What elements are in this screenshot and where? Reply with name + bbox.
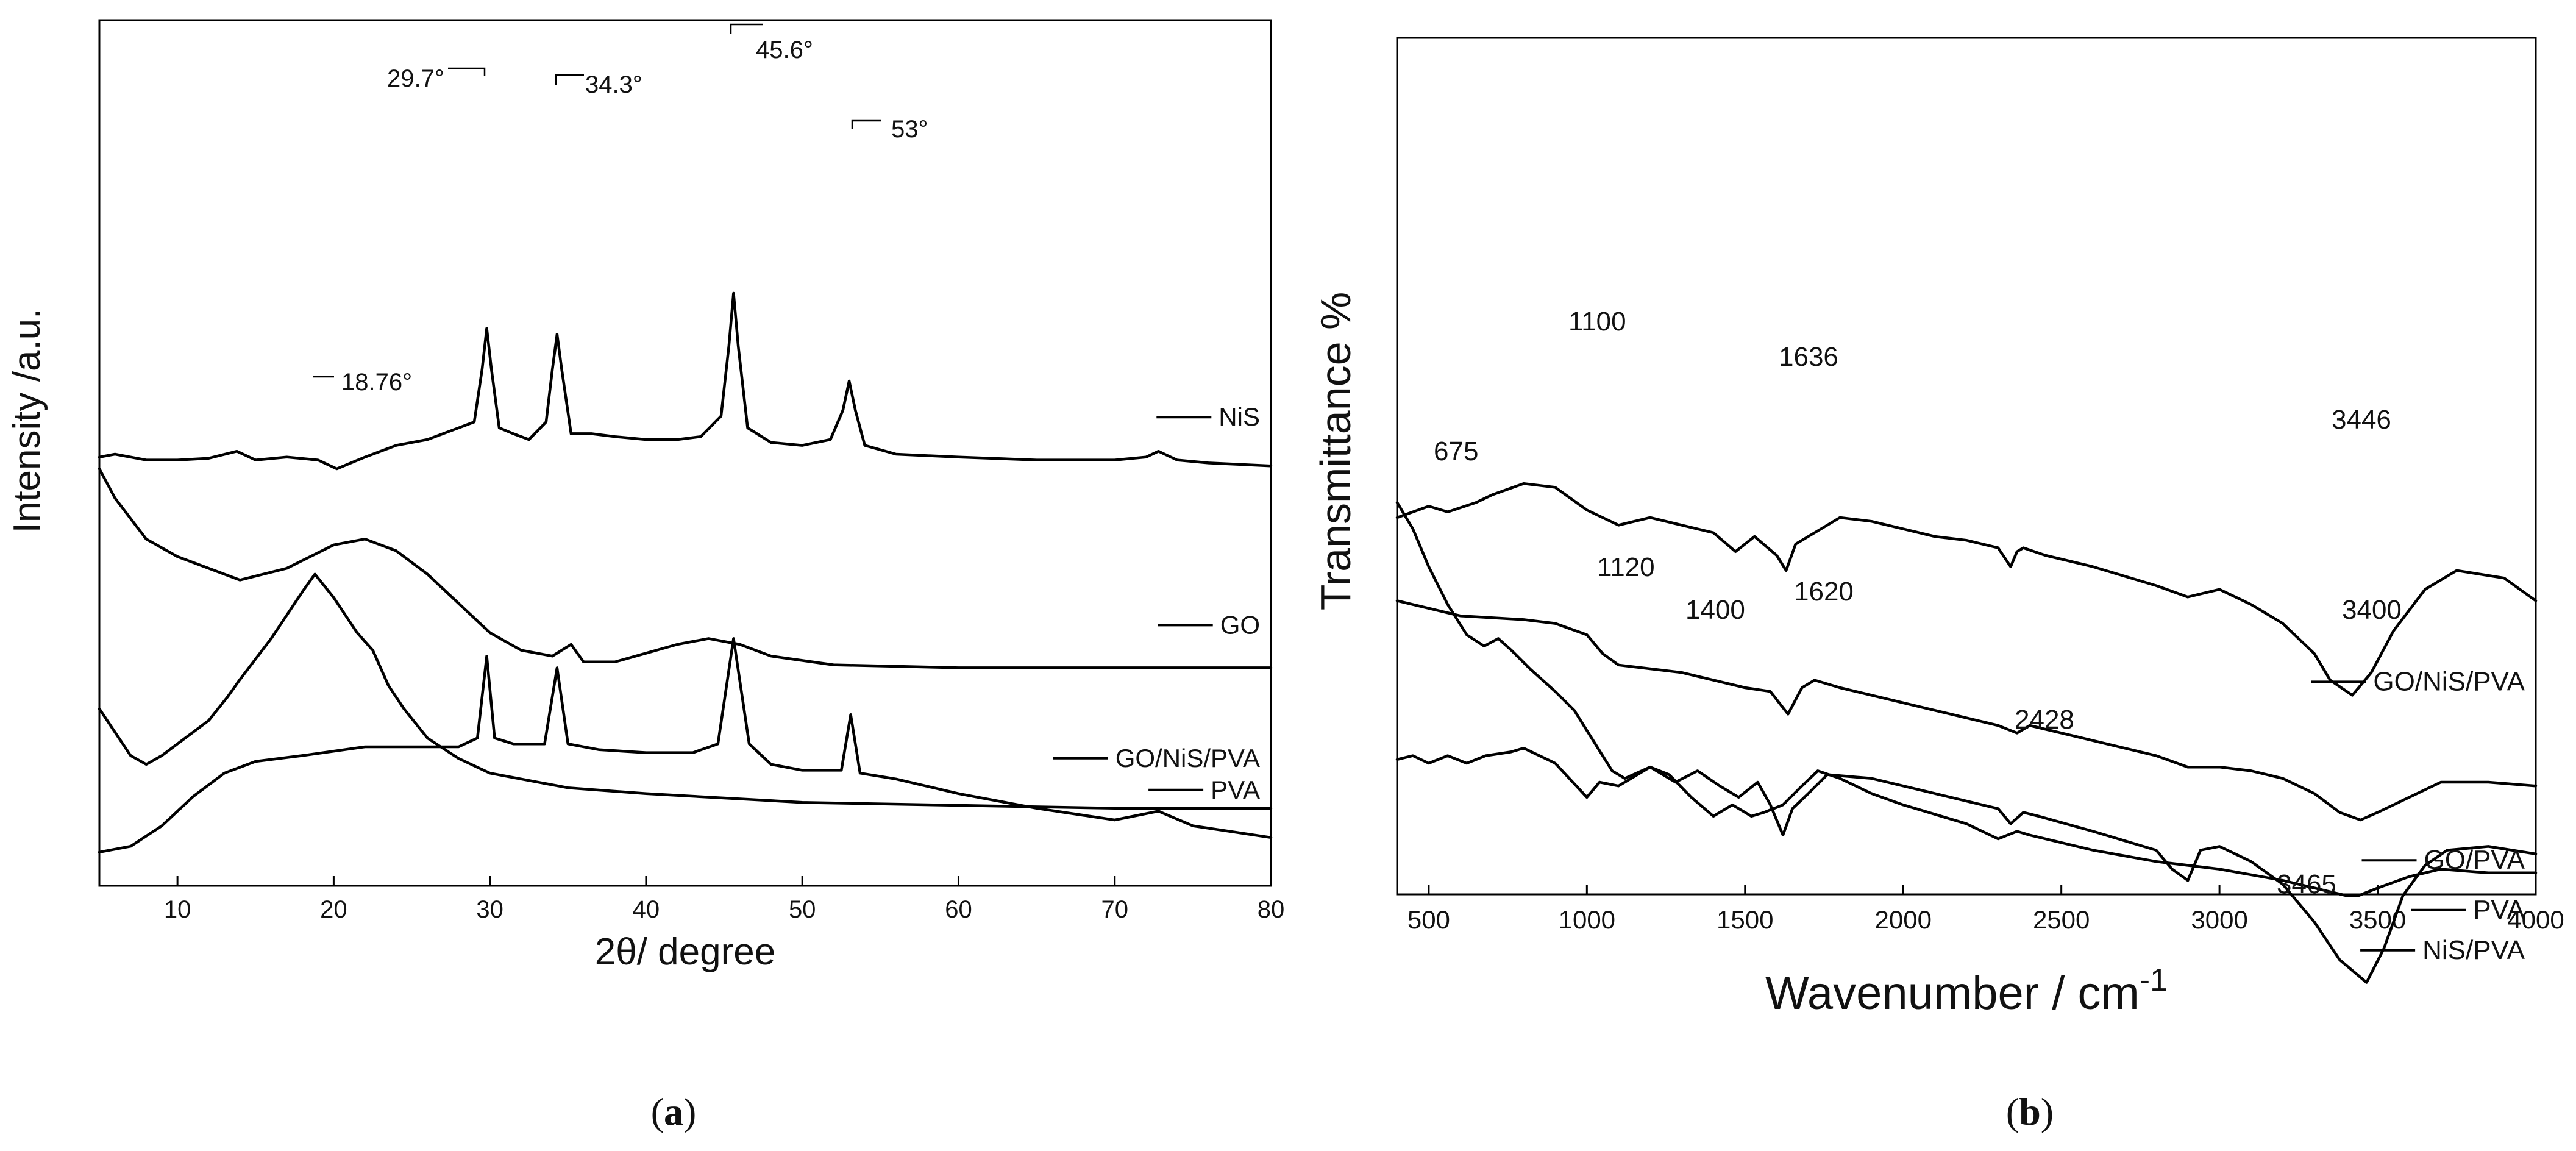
x-tick-label-2500: 2500 bbox=[2033, 905, 2090, 934]
band-label-1620: 1620 bbox=[1794, 577, 1854, 607]
band-label-1400: 1400 bbox=[1685, 595, 1745, 625]
x-tick-label-10: 10 bbox=[164, 896, 191, 923]
panel-b-caption-open: ( bbox=[2006, 1090, 2019, 1133]
x-tick-label-3000: 3000 bbox=[2191, 905, 2247, 934]
panel-b-y-axis-label: Transmittance % bbox=[1312, 292, 1359, 611]
series-line-go-nis-pva bbox=[98, 637, 1273, 854]
series-line-go-pva bbox=[1395, 599, 2538, 822]
x-tick-label-4000: 4000 bbox=[2507, 905, 2564, 934]
band-label-3465: 3465 bbox=[2277, 869, 2336, 899]
panel-b-band-annotations: 1100 1636 3446 675 1120 1400 1620 3400 2… bbox=[1434, 307, 2402, 899]
peak-leader-29-7 bbox=[448, 67, 486, 76]
x-tick-label-2000: 2000 bbox=[1875, 905, 1932, 934]
legend-label-nis-pva: NiS/PVA bbox=[2422, 935, 2525, 965]
peak-leader-34-3 bbox=[555, 74, 584, 85]
panel-a-caption-open: ( bbox=[651, 1090, 664, 1133]
legend-label-go-nis-pva: GO/NiS/PVA bbox=[2373, 666, 2525, 696]
band-label-1120: 1120 bbox=[1597, 552, 1655, 582]
band-label-1100: 1100 bbox=[1568, 307, 1626, 337]
panel-a-x-axis-label: 2θ/ degree bbox=[595, 931, 775, 973]
legend-label-nis: NiS bbox=[1219, 402, 1260, 431]
panel-a-plot-frame bbox=[98, 19, 1272, 887]
x-tick-label-1500: 1500 bbox=[1717, 905, 1773, 934]
peak-label-18-76: 18.76° bbox=[341, 369, 412, 396]
panel-b-x-axis-label-superscript: -1 bbox=[2140, 963, 2168, 998]
band-label-1636: 1636 bbox=[1779, 342, 1838, 372]
panel-a-peak-annotations: 29.7° 34.3° 45.6° 53° 18.76° bbox=[313, 23, 928, 396]
x-tick-label-50: 50 bbox=[789, 896, 816, 923]
x-tick-label-500: 500 bbox=[1407, 905, 1450, 934]
panel-b-traces bbox=[1395, 482, 2538, 984]
peak-label-45-6: 45.6° bbox=[756, 37, 813, 63]
x-tick-label-70: 70 bbox=[1101, 896, 1128, 923]
peak-label-29-7: 29.7° bbox=[387, 65, 444, 92]
series-line-pva bbox=[98, 572, 1273, 810]
band-label-3446: 3446 bbox=[2332, 405, 2391, 435]
x-tick-label-30: 30 bbox=[476, 896, 503, 923]
legend-label-go-nis-pva: GO/NiS/PVA bbox=[1115, 744, 1260, 772]
series-line-nis bbox=[98, 291, 1273, 471]
x-tick-label-60: 60 bbox=[945, 896, 972, 923]
series-line-nis-pva bbox=[1395, 501, 2538, 897]
x-tick-label-40: 40 bbox=[633, 896, 660, 923]
panel-b-caption-close: ) bbox=[2041, 1090, 2054, 1133]
peak-label-34-3: 34.3° bbox=[585, 71, 642, 98]
band-label-675: 675 bbox=[1434, 437, 1478, 466]
panel-b-caption-letter: b bbox=[2019, 1090, 2041, 1133]
legend-label-go: GO bbox=[1220, 610, 1260, 639]
band-label-3400: 3400 bbox=[2342, 595, 2402, 625]
peak-leader-45-6 bbox=[730, 23, 763, 34]
panel-a-xrd-chart: 10 20 30 40 50 60 70 80 NiS GO PVA GO/NiS/PVA 29.7… bbox=[6, 19, 1284, 973]
peak-label-53: 53° bbox=[891, 116, 928, 143]
legend-label-pva: PVA bbox=[2473, 895, 2525, 925]
panel-a-caption: (a) bbox=[651, 1090, 697, 1133]
panel-b-caption: (b) bbox=[2006, 1090, 2054, 1133]
x-tick-label-20: 20 bbox=[320, 896, 347, 923]
panel-b-x-ticks: 500 1000 1500 2000 2500 3000 3500 4000 bbox=[1407, 885, 2564, 934]
x-tick-label-80: 80 bbox=[1258, 896, 1285, 923]
panel-a-x-ticks: 10 20 30 40 50 60 70 80 bbox=[164, 876, 1284, 923]
panel-b-ftir-chart: 500 1000 1500 2000 2500 3000 3500 4000 GO/NiS/P… bbox=[1312, 37, 2564, 1019]
band-label-2428: 2428 bbox=[2015, 705, 2074, 735]
panel-a-caption-close: ) bbox=[683, 1090, 696, 1133]
panel-a-traces bbox=[98, 291, 1273, 854]
peak-leader-53 bbox=[851, 119, 881, 129]
legend-label-pva: PVA bbox=[1211, 775, 1260, 804]
panel-b-legend: GO/NiS/PVA GO/PVA NiS/PVA PVA bbox=[2311, 666, 2525, 965]
panel-a-y-axis-label: Intensity /a.u. bbox=[6, 308, 48, 533]
panel-a-caption-letter: a bbox=[664, 1090, 683, 1133]
x-tick-label-1000: 1000 bbox=[1559, 905, 1615, 934]
panel-b-plot-frame bbox=[1396, 37, 2537, 896]
legend-label-go-pva: GO/PVA bbox=[2424, 845, 2525, 875]
panel-b-x-axis-label-main: Wavenumber / cm bbox=[1765, 967, 2140, 1019]
series-line-go-nis-pva bbox=[1395, 482, 2538, 697]
panel-b-x-axis-label: Wavenumber / cm-1 bbox=[1765, 963, 2168, 1019]
series-line-go bbox=[98, 467, 1273, 669]
panel-a-legend: NiS GO PVA GO/NiS/PVA bbox=[1053, 402, 1260, 804]
series-line-pva bbox=[1395, 746, 2538, 984]
